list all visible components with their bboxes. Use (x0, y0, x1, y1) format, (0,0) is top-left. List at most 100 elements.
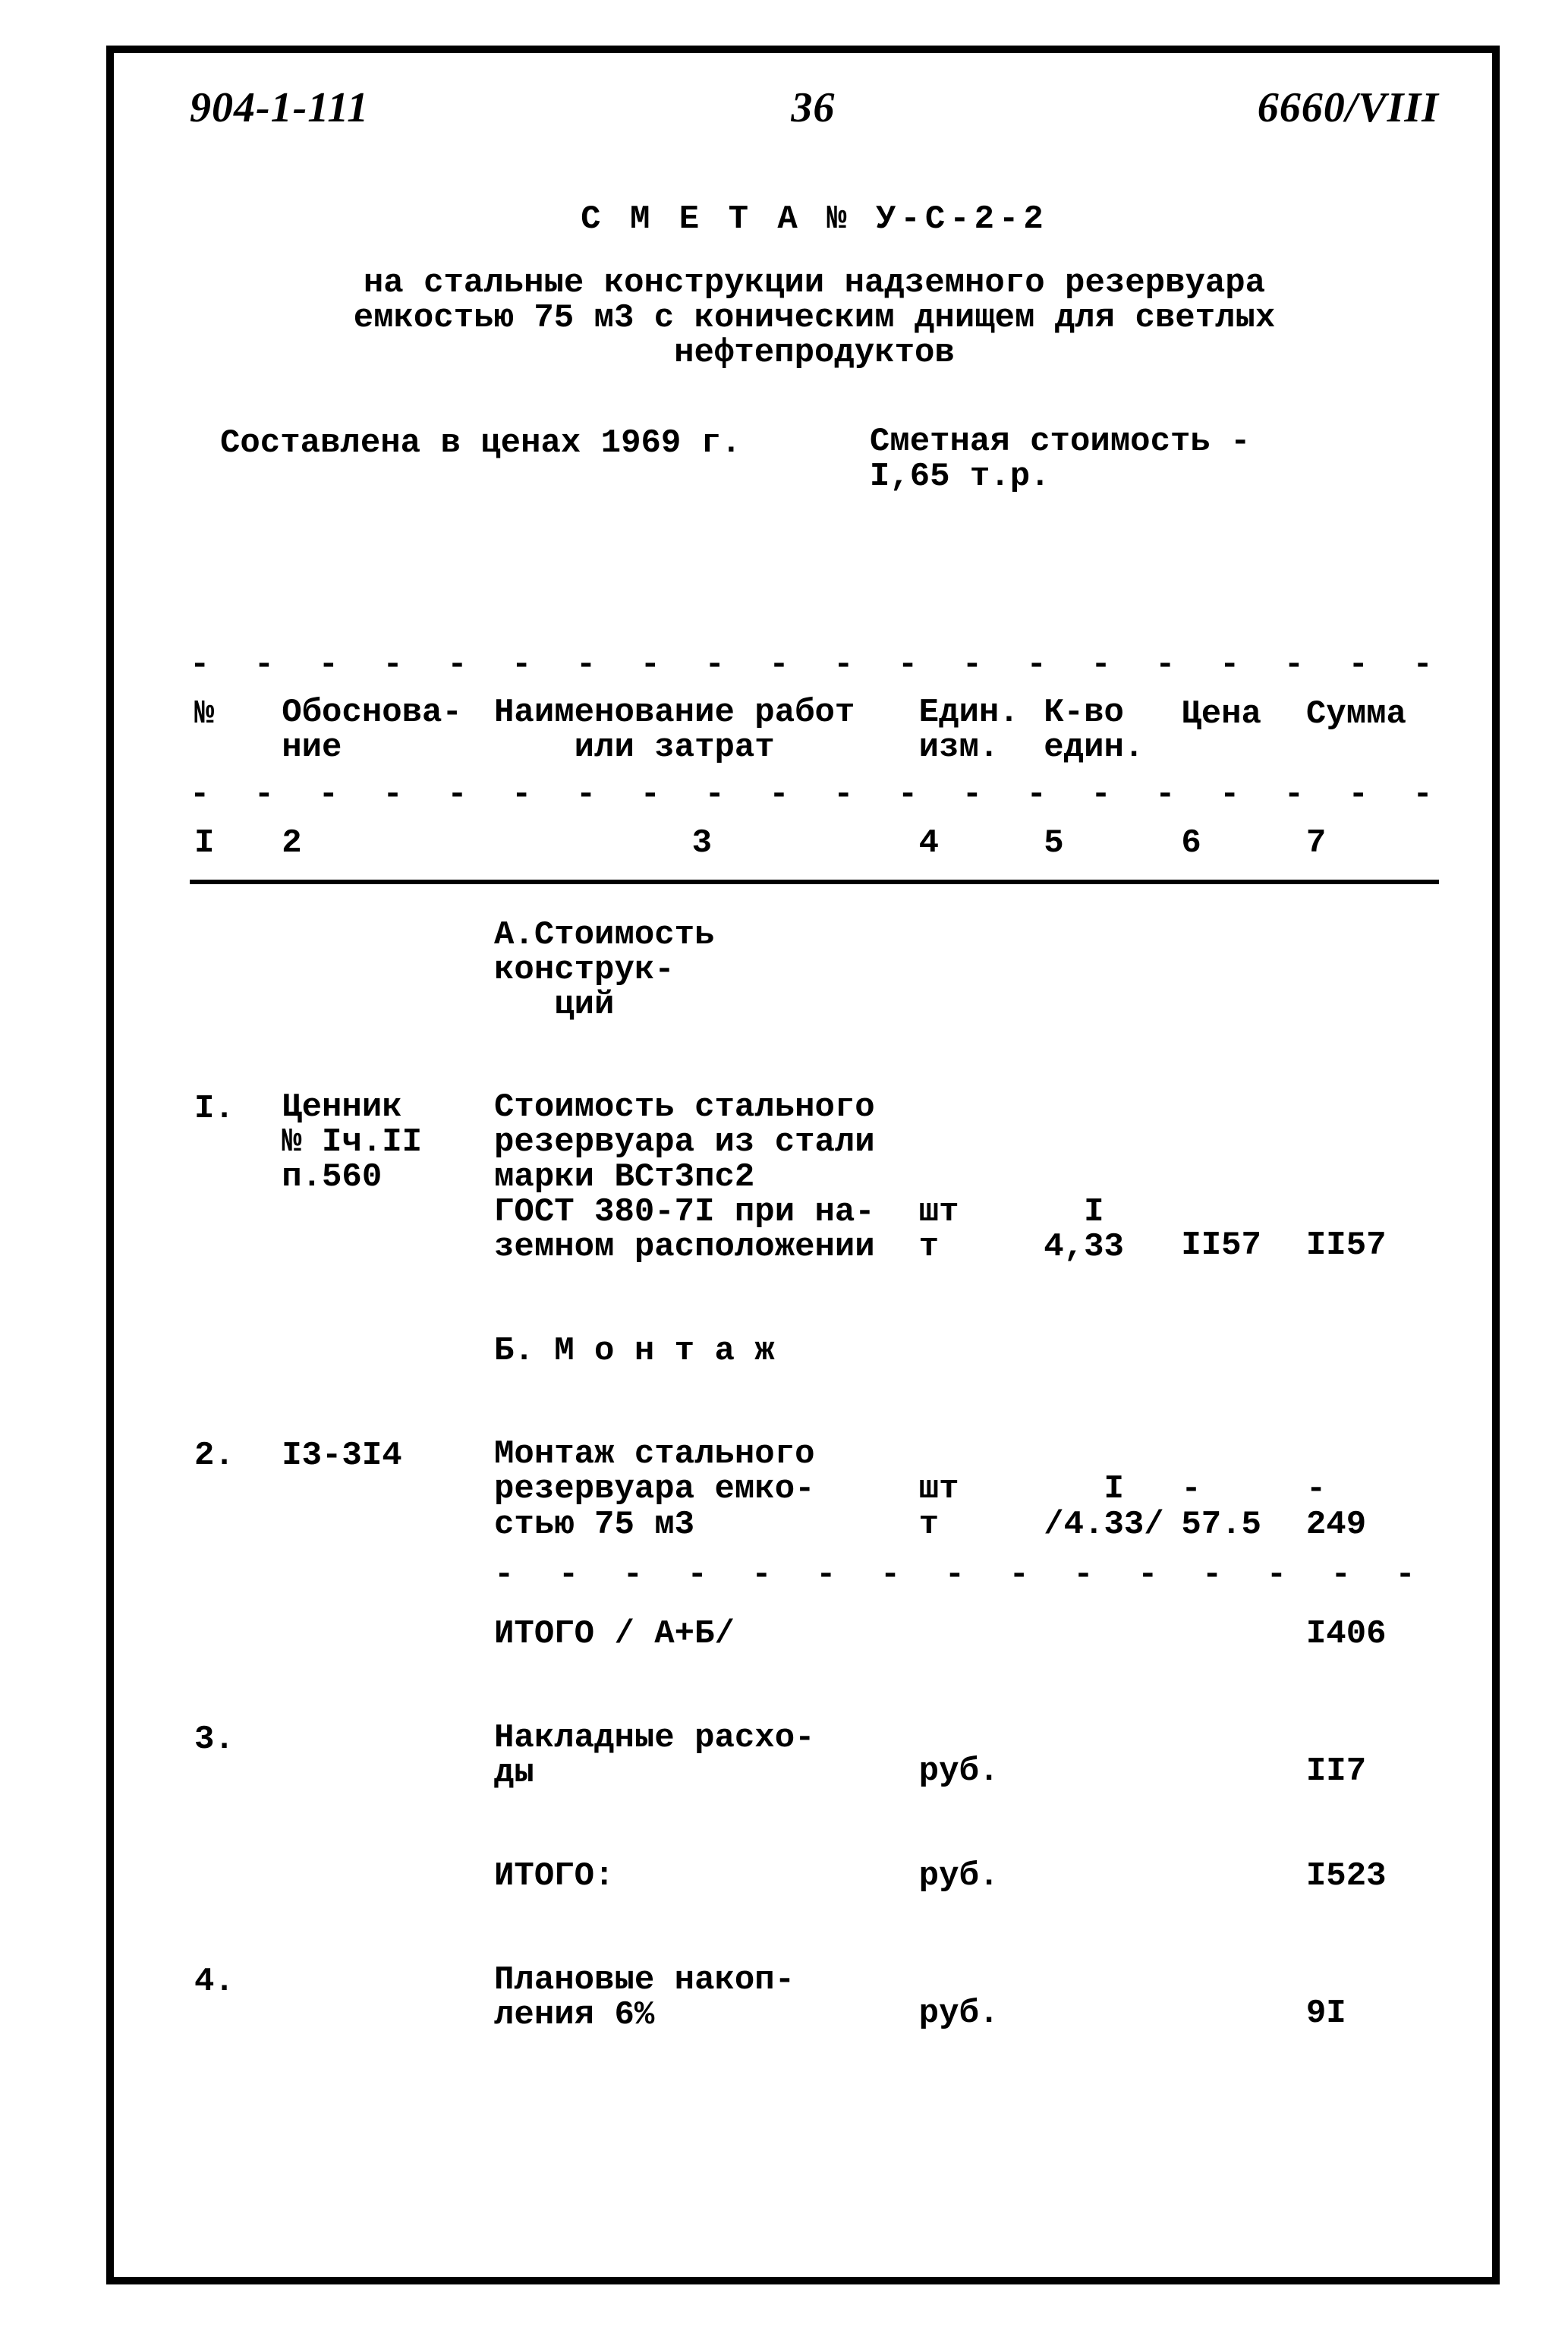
dash-rule-2: - - - - - - - - - - - - - - - - - - - - … (190, 776, 1439, 814)
hdr-c3-l2: или затрат (575, 729, 775, 767)
table-row-2: 2. I3-3I4 Монтаж стального резервуара ем… (190, 1434, 1439, 1545)
hdr-c2: Обоснова- ние (277, 692, 490, 768)
r2-sum: - 249 (1302, 1434, 1439, 1545)
subtotal-ab-row: ИТОГО / А+Б/ I406 (190, 1612, 1439, 1657)
r1-unit: шт т (915, 1087, 1040, 1268)
r2-price: - 57.5 (1176, 1434, 1302, 1545)
r2-name-l2: резервуара емко- (494, 1470, 814, 1508)
itogo2-row: ИТОГО: руб. I523 (190, 1854, 1439, 1899)
r2-price-l2: 57.5 (1181, 1506, 1261, 1544)
header-row: 904-1-111 36 6660/VIII (190, 83, 1439, 132)
document-title: С М Е Т А № У-С-2-2 (190, 200, 1439, 239)
table-row-1: I. Ценник № Iч.II п.560 Стоимость стальн… (190, 1087, 1439, 1268)
r2-name: Монтаж стального резервуара емко- стью 7… (490, 1434, 915, 1545)
r1-basis-l1: Ценник (282, 1088, 401, 1126)
r2-sum-l2: 249 (1306, 1506, 1366, 1544)
section-b: Б. М о н т а ж (490, 1329, 915, 1374)
meta-row: Составлена в ценах 1969 г. Сметная стоим… (190, 424, 1439, 494)
section-a: А.Стоимость конструк- ций (490, 915, 915, 1026)
hdr-c4: Един. изм. (915, 692, 1040, 768)
hdr-c7: Сумма (1302, 692, 1439, 768)
meta-right-l1: Сметная стоимость - (870, 424, 1439, 459)
header-center: 36 (791, 83, 835, 132)
r1-name-l5: земном расположении (494, 1228, 875, 1266)
hdr-c5: К-во един. (1039, 692, 1176, 768)
cn5: 5 (1039, 821, 1176, 866)
section-a-row: А.Стоимость конструк- ций (190, 915, 1439, 1026)
table-row-4: 4. Плановые накоп- ления 6% руб. 9I (190, 1960, 1439, 2036)
r1-name-l3: марки ВСт3пс2 (494, 1158, 754, 1196)
page: 904-1-111 36 6660/VIII С М Е Т А № У-С-2… (0, 0, 1568, 2330)
body-table: А.Стоимость конструк- ций I. Ценник № Iч… (190, 915, 1439, 2036)
hdr-c2-l2: ние (282, 729, 342, 767)
r1-num: I. (190, 1087, 277, 1268)
hdr-c1: № (190, 692, 277, 768)
hdr-c4-l1: Един. (919, 694, 1019, 732)
r3-name-l1: Накладные расхо- (494, 1719, 814, 1757)
r4-name: Плановые накоп- ления 6% (490, 1960, 915, 2036)
hdr-c6: Цена (1176, 692, 1302, 768)
r3-sum: II7 (1302, 1718, 1439, 1793)
table-row-3: 3. Накладные расхо- ды руб. II7 (190, 1718, 1439, 1793)
r3-name-l2: ды (494, 1754, 534, 1792)
r4-unit: руб. (915, 1960, 1040, 2036)
r2-unit-l2: т (919, 1506, 939, 1544)
r2-name-l3: стью 75 м3 (494, 1506, 694, 1544)
r4-name-l1: Плановые накоп- (494, 1961, 795, 1999)
r4-sum: 9I (1302, 1960, 1439, 2036)
r2-sum-l1: - (1306, 1470, 1326, 1508)
header-left: 904-1-111 (190, 83, 369, 132)
r2-num: 2. (190, 1434, 277, 1545)
r1-basis-l3: п.560 (282, 1158, 382, 1196)
itogo2-sum: I523 (1302, 1854, 1439, 1899)
r1-unit-l2: т (919, 1228, 939, 1266)
r2-qty: I /4.33/ (1039, 1434, 1176, 1545)
subtitle-line-3: нефтепродуктов (277, 335, 1352, 370)
r1-name-l4: ГОСТ 380-7I при на- (494, 1193, 875, 1231)
meta-right-l2: I,65 т.р. (870, 459, 1439, 494)
dash-rule-3: - - - - - - - - - - - - - - - - - - - - … (494, 1556, 1434, 1595)
r2-unit-l1: шт (919, 1470, 959, 1508)
cn7: 7 (1302, 821, 1439, 866)
r3-num: 3. (190, 1718, 277, 1793)
r2-unit: шт т (915, 1434, 1040, 1545)
meta-left: Составлена в ценах 1969 г. (190, 424, 870, 494)
hdr-c5-l2: един. (1044, 729, 1144, 767)
header-right: 6660/VIII (1258, 83, 1439, 132)
r2-qty-l2: /4.33/ (1044, 1506, 1163, 1544)
hdr-c4-l2: изм. (919, 729, 1000, 767)
dash-rule-1: - - - - - - - - - - - - - - - - - - - - … (190, 646, 1439, 685)
cn6: 6 (1176, 821, 1302, 866)
header-row-labels: № Обоснова- ние Наименование работ или з… (190, 692, 1439, 768)
r3-name: Накладные расхо- ды (490, 1718, 915, 1793)
r1-name: Стоимость стального резервуара из стали … (490, 1087, 915, 1268)
solid-rule (190, 880, 1439, 884)
subtotal-ab-label: ИТОГО / А+Б/ (490, 1612, 915, 1657)
r3-unit: руб. (915, 1718, 1040, 1793)
r1-name-l1: Стоимость стального (494, 1088, 875, 1126)
document-subtitle: на стальные конструкции надземного резер… (277, 266, 1352, 371)
subtitle-line-2: емкостью 75 м3 с коническим днищем для с… (277, 301, 1352, 335)
cn3: 3 (490, 821, 915, 866)
hdr-c3-l1: Наименование работ (494, 694, 855, 732)
r1-qty: I 4,33 (1039, 1087, 1176, 1268)
document-frame: 904-1-111 36 6660/VIII С М Е Т А № У-С-2… (106, 46, 1500, 2284)
r1-sum: II57 (1302, 1087, 1439, 1268)
hdr-c3: Наименование работ или затрат (490, 692, 915, 768)
section-a-l2: ций (554, 986, 614, 1024)
r2-qty-l1: I (1104, 1470, 1123, 1508)
section-a-l1: А.Стоимость конструк- (494, 916, 714, 989)
r1-unit-l1: шт (919, 1193, 959, 1231)
header-right-text: 6660/VIII (1258, 84, 1439, 131)
meta-right: Сметная стоимость - I,65 т.р. (870, 424, 1439, 494)
r1-name-l2: резервуара из стали (494, 1123, 875, 1161)
r2-basis: I3-3I4 (277, 1434, 490, 1545)
r1-basis: Ценник № Iч.II п.560 (277, 1087, 490, 1268)
col-numbers: I 2 3 4 5 6 7 (190, 821, 1439, 866)
itogo2-unit: руб. (915, 1854, 1040, 1899)
r1-qty-l2: 4,33 (1044, 1228, 1124, 1266)
cn1: I (190, 821, 277, 866)
itogo2-label: ИТОГО: (490, 1854, 915, 1899)
subtitle-line-1: на стальные конструкции надземного резер… (277, 266, 1352, 301)
r1-price: II57 (1176, 1087, 1302, 1268)
